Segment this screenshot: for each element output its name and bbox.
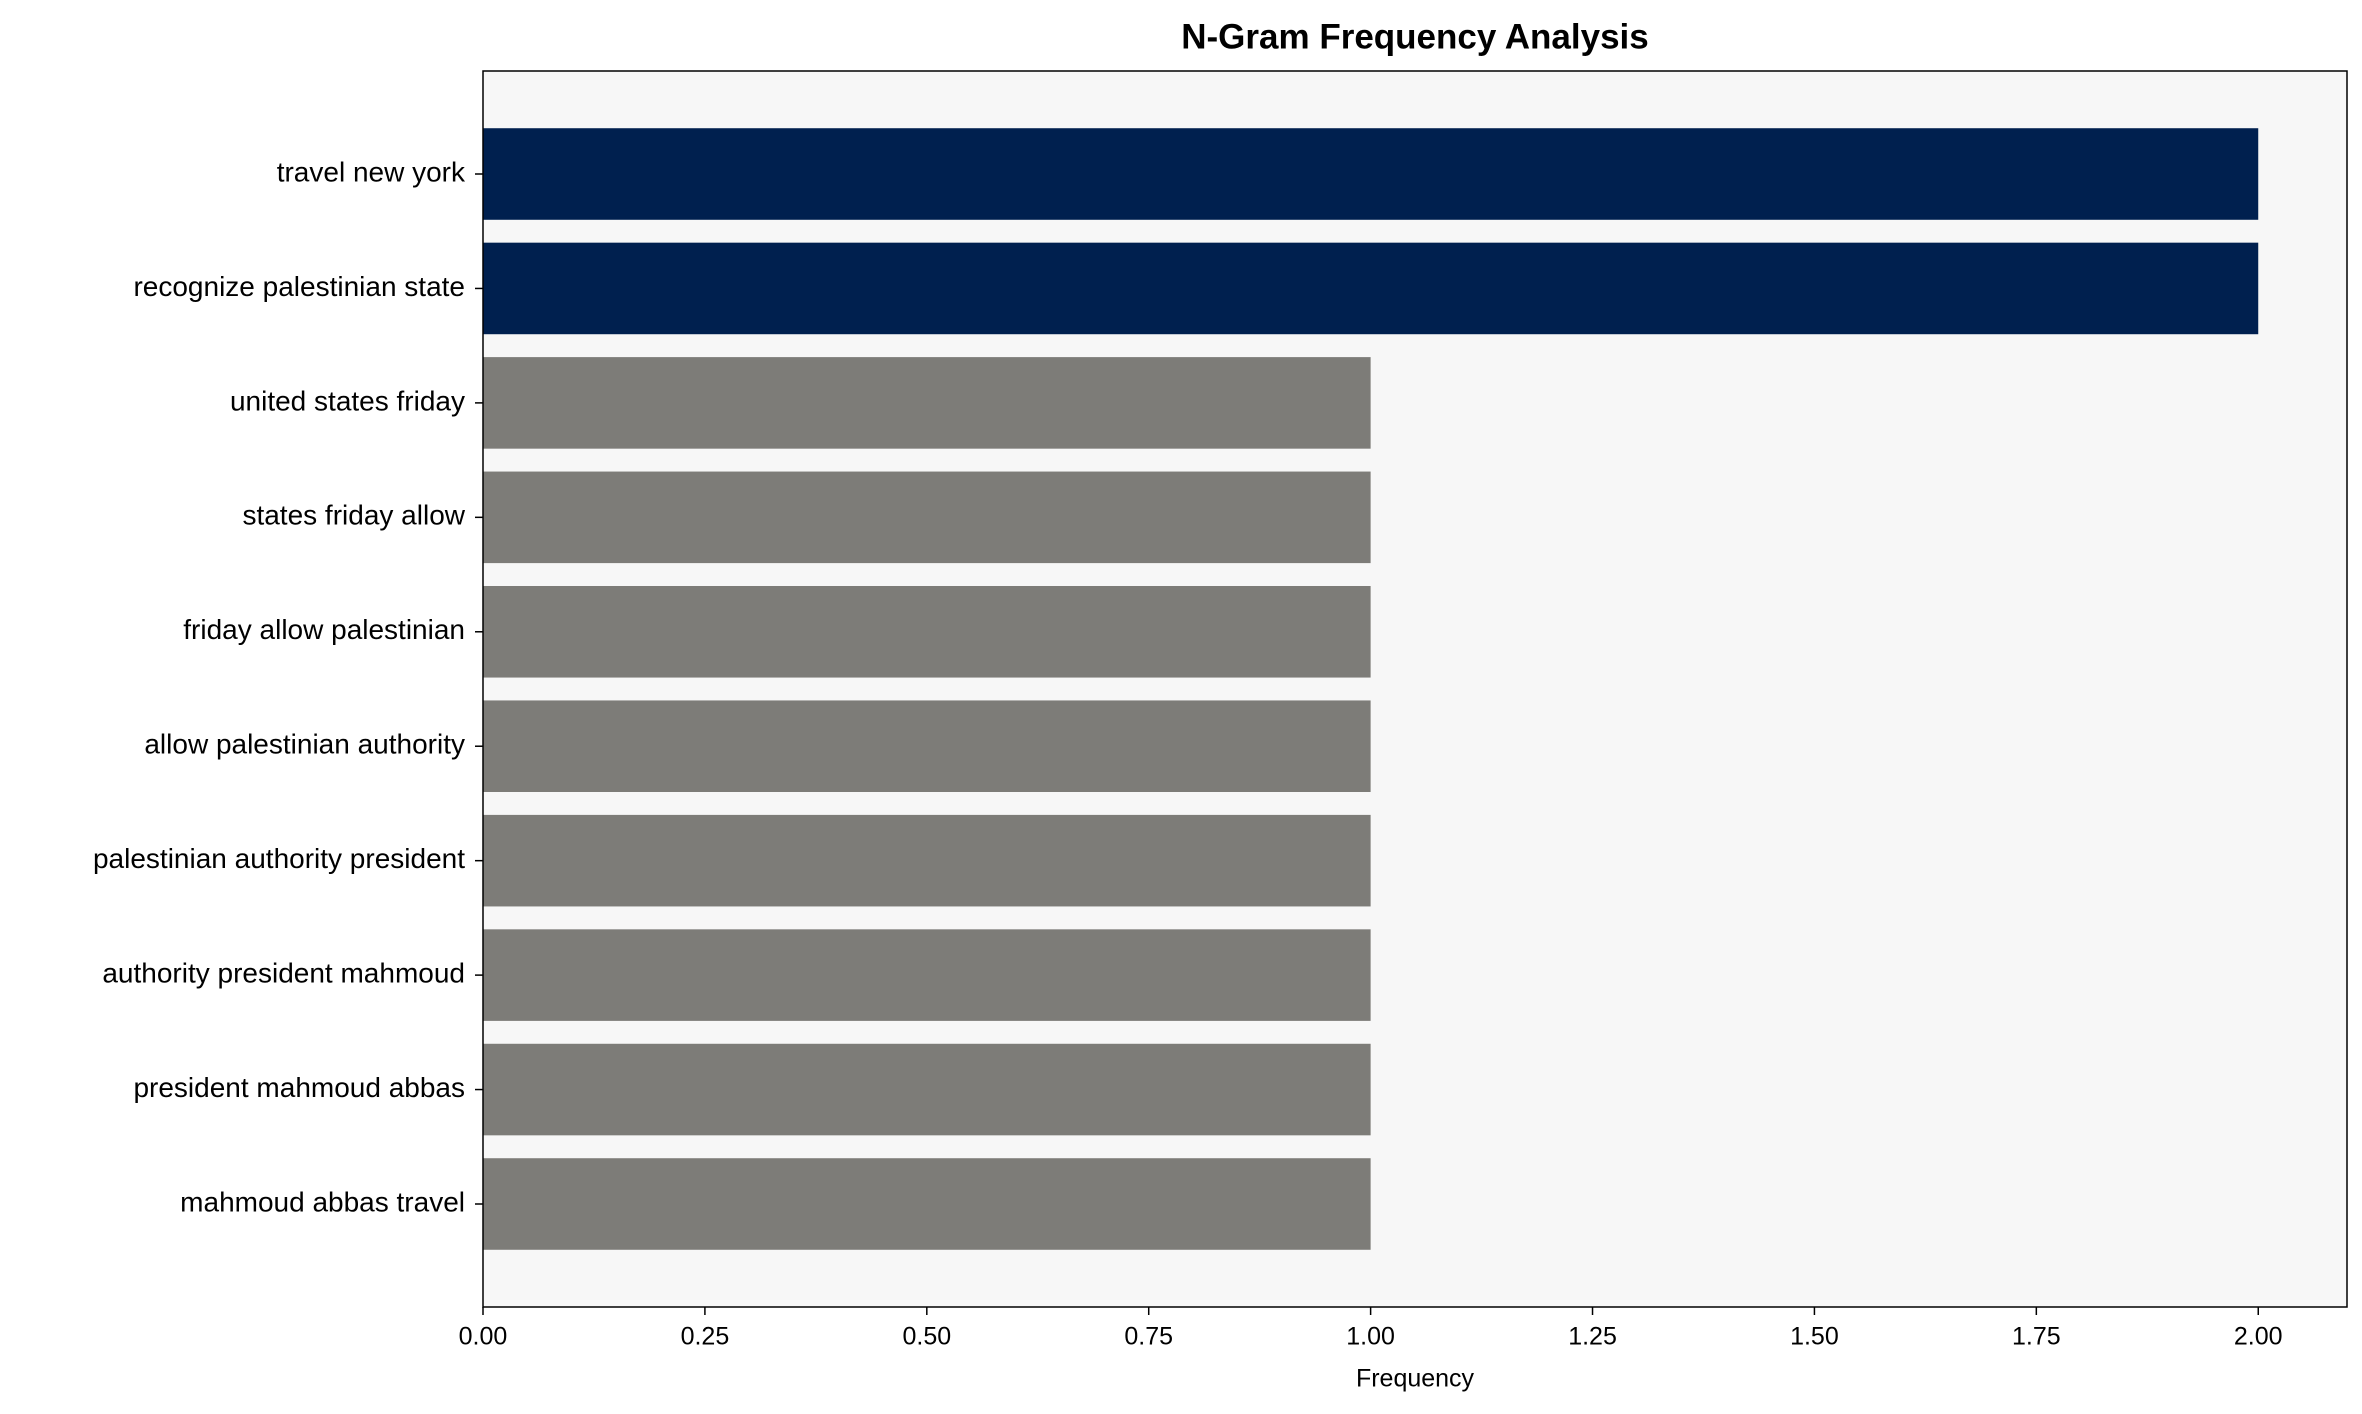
y-tick-label: authority president mahmoud: [102, 958, 465, 989]
bar: [483, 357, 1371, 449]
bar: [483, 700, 1371, 792]
y-tick-label: recognize palestinian state: [133, 271, 465, 302]
bar: [483, 128, 2259, 220]
x-axis-label: Frequency: [1356, 1365, 1475, 1393]
x-tick-label: 1.75: [2012, 1323, 2061, 1351]
y-tick-label: friday allow palestinian: [183, 614, 465, 645]
y-tick-label: travel new york: [277, 156, 466, 187]
x-tick-label: 0.75: [1124, 1323, 1173, 1351]
y-tick-label: states friday allow: [242, 500, 465, 531]
x-tick-label: 0.50: [902, 1323, 951, 1351]
y-tick-label: united states friday: [230, 385, 465, 416]
y-tick-label: mahmoud abbas travel: [180, 1186, 465, 1217]
bar: [483, 471, 1371, 564]
x-tick-label: 2.00: [2234, 1323, 2283, 1351]
bar: [483, 1158, 1371, 1250]
x-tick-label: 1.50: [1790, 1323, 1839, 1351]
bar: [483, 1043, 1371, 1136]
bar: [483, 929, 1371, 1021]
x-tick-label: 0.00: [459, 1323, 508, 1351]
bar: [483, 242, 2259, 335]
bar: [483, 586, 1371, 678]
plot-frame: [482, 70, 2348, 1308]
chart-title: N-Gram Frequency Analysis: [1181, 17, 1648, 56]
x-tick-label: 1.25: [1568, 1323, 1617, 1351]
x-tick-label: 0.25: [681, 1323, 730, 1351]
y-tick-label: palestinian authority president: [93, 843, 465, 874]
x-tick-label: 1.00: [1346, 1323, 1395, 1351]
bar: [483, 814, 1371, 907]
y-tick-label: allow palestinian authority: [144, 729, 465, 760]
y-tick-label: president mahmoud abbas: [133, 1072, 465, 1103]
